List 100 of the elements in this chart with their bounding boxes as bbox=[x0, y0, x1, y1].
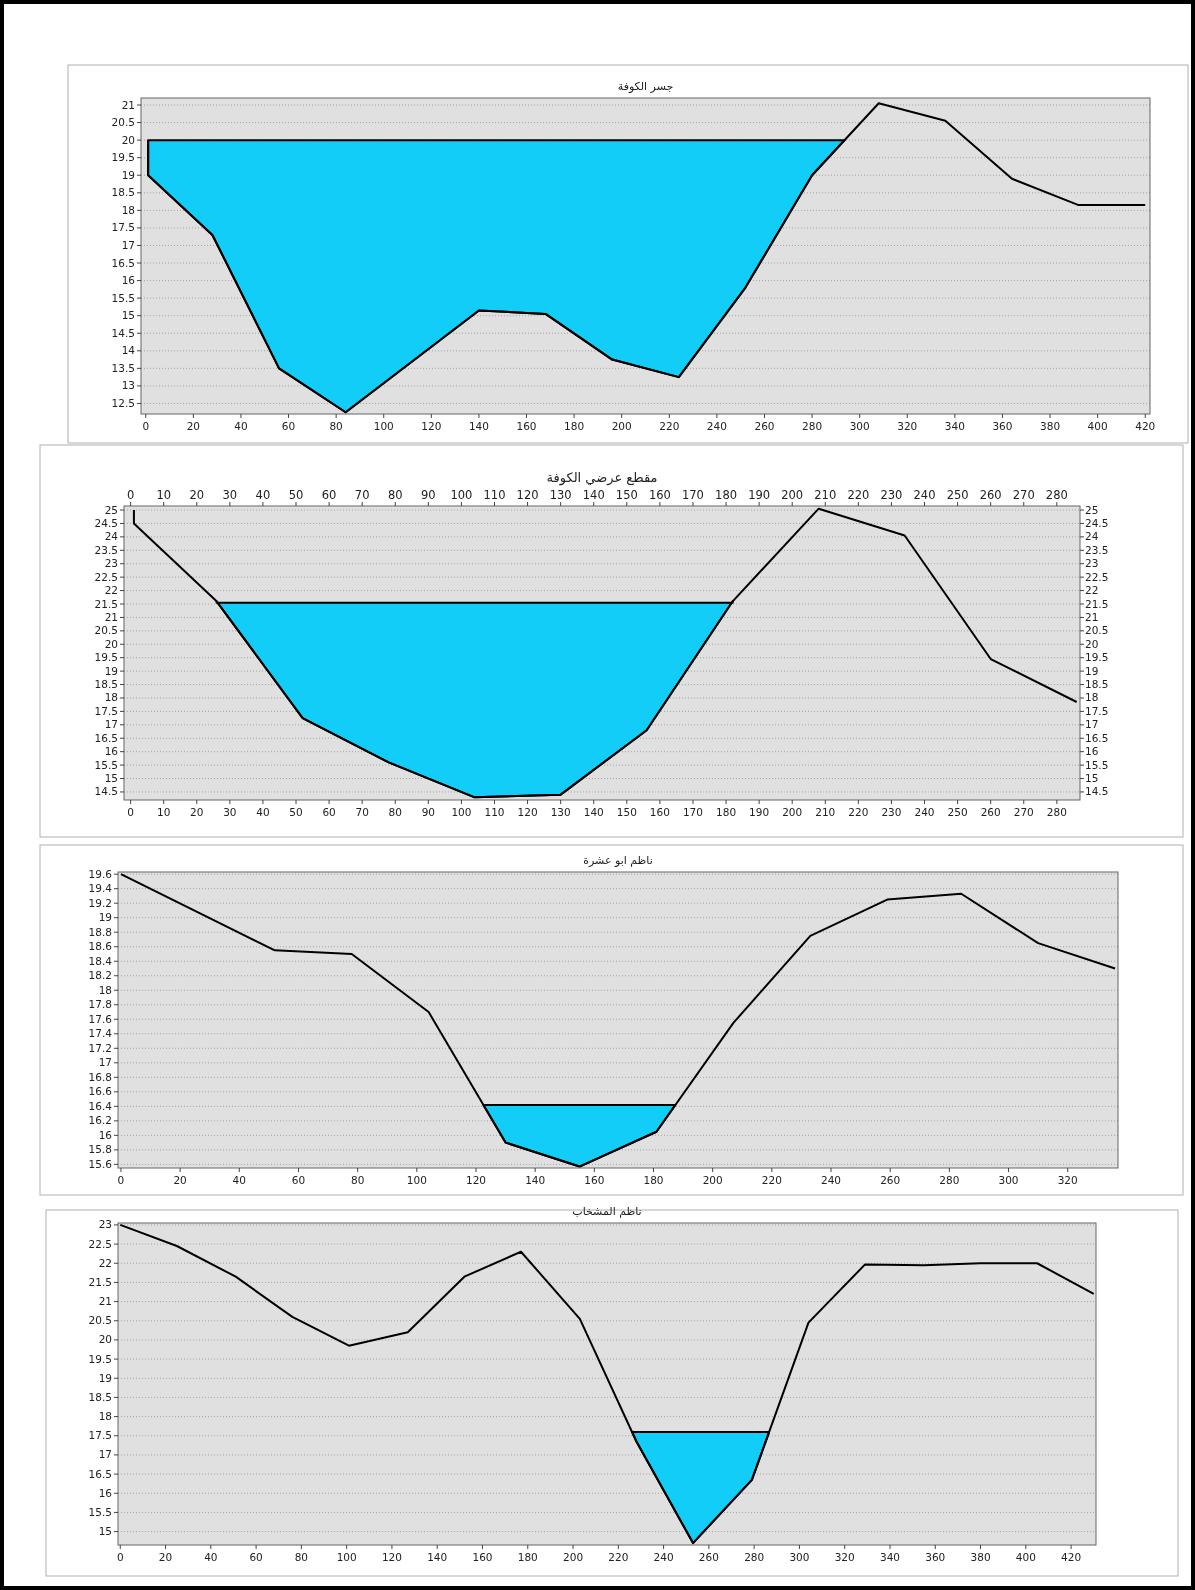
x2-tick-label: 180 bbox=[716, 806, 737, 818]
y-tick-label: 16.2 bbox=[88, 1114, 112, 1127]
y2-tick-label: 14.5 bbox=[1085, 785, 1109, 798]
y-tick-label: 15.6 bbox=[88, 1157, 113, 1170]
y2-tick-label: 18 bbox=[1085, 691, 1099, 704]
x-tick-label: 220 bbox=[761, 1174, 782, 1186]
x2-tick-label: 100 bbox=[451, 806, 472, 818]
x-tick-label: 320 bbox=[897, 420, 918, 432]
x-tick-label: 60 bbox=[321, 488, 337, 502]
y-tick-label: 22 bbox=[104, 584, 118, 597]
x2-tick-label: 50 bbox=[289, 806, 303, 818]
x-tick-label: 40 bbox=[234, 420, 248, 432]
x-tick-label: 40 bbox=[232, 1174, 246, 1186]
x-tick-label: 220 bbox=[659, 420, 680, 432]
x-tick-label: 20 bbox=[186, 420, 201, 432]
chart-title: ناظم المشخاب bbox=[572, 1205, 642, 1218]
y2-tick-label: 16 bbox=[1085, 745, 1099, 758]
y2-tick-label: 16.5 bbox=[1085, 731, 1109, 744]
y-tick-label: 18 bbox=[121, 203, 135, 216]
x-tick-label: 420 bbox=[1061, 1551, 1082, 1563]
x-tick-label: 0 bbox=[116, 1551, 124, 1563]
x2-tick-label: 30 bbox=[223, 806, 237, 818]
y-tick-label: 16.8 bbox=[88, 1070, 112, 1083]
x-tick-label: 400 bbox=[1015, 1551, 1036, 1563]
y-tick-label: 25 bbox=[104, 503, 118, 516]
x-tick-label: 110 bbox=[483, 488, 506, 502]
y-tick-label: 16 bbox=[104, 745, 119, 758]
y2-tick-label: 19.5 bbox=[1085, 651, 1109, 664]
y-tick-label: 20.5 bbox=[111, 116, 135, 129]
x2-tick-label: 260 bbox=[980, 806, 1001, 818]
y-tick-label: 16.4 bbox=[88, 1099, 113, 1112]
x-tick-label: 200 bbox=[702, 1174, 723, 1186]
y-tick-label: 15.5 bbox=[111, 291, 135, 304]
x-tick-label: 20 bbox=[158, 1551, 173, 1563]
y-tick-label: 19 bbox=[98, 911, 112, 924]
y-tick-label: 21 bbox=[98, 1295, 112, 1308]
y-tick-label: 19.5 bbox=[88, 1352, 112, 1365]
y-tick-label: 18 bbox=[98, 1410, 112, 1423]
y-tick-label: 17.8 bbox=[88, 998, 112, 1011]
y-tick-label: 22.5 bbox=[88, 1237, 112, 1250]
y-tick-label: 23.5 bbox=[94, 543, 118, 556]
x2-tick-label: 80 bbox=[388, 806, 402, 818]
y2-tick-label: 15 bbox=[1085, 772, 1099, 785]
x2-tick-label: 210 bbox=[815, 806, 836, 818]
y-tick-label: 16 bbox=[98, 1128, 113, 1141]
x-tick-label: 280 bbox=[1045, 488, 1068, 502]
x-tick-label: 420 bbox=[1135, 420, 1156, 432]
y-tick-label: 17.5 bbox=[88, 1429, 112, 1442]
y-tick-label: 18.5 bbox=[94, 678, 118, 691]
x-tick-label: 60 bbox=[249, 1551, 263, 1563]
x-tick-label: 160 bbox=[516, 420, 537, 432]
y-tick-label: 17.2 bbox=[88, 1041, 112, 1054]
y-tick-label: 18.8 bbox=[88, 925, 112, 938]
y-tick-label: 14.5 bbox=[94, 785, 118, 798]
y-tick-label: 19 bbox=[121, 168, 135, 181]
y-tick-label: 16 bbox=[98, 1486, 113, 1499]
x-tick-label: 340 bbox=[879, 1551, 901, 1563]
x-tick-label: 0 bbox=[117, 1174, 125, 1186]
y2-tick-label: 23.5 bbox=[1085, 543, 1109, 556]
y-tick-label: 13 bbox=[121, 379, 135, 392]
y-tick-label: 15 bbox=[104, 772, 118, 785]
x-tick-label: 250 bbox=[946, 488, 969, 502]
x-tick-label: 140 bbox=[525, 1174, 546, 1186]
x-tick-label: 300 bbox=[998, 1174, 1019, 1186]
x-tick-label: 380 bbox=[970, 1551, 991, 1563]
x2-tick-label: 0 bbox=[127, 806, 134, 818]
y-tick-label: 20 bbox=[104, 637, 118, 650]
chart-title: ناظم ابو عشرة bbox=[583, 854, 653, 867]
x2-tick-label: 250 bbox=[947, 806, 968, 818]
x-tick-label: 10 bbox=[156, 488, 172, 502]
y-tick-label: 20.5 bbox=[88, 1314, 112, 1327]
x2-tick-label: 130 bbox=[550, 806, 571, 818]
y-tick-label: 18.5 bbox=[111, 186, 135, 199]
x2-tick-label: 220 bbox=[848, 806, 869, 818]
y-tick-label: 17 bbox=[98, 1056, 112, 1069]
y-tick-label: 21.5 bbox=[88, 1275, 112, 1288]
y-tick-label: 17.6 bbox=[88, 1012, 113, 1025]
y-tick-label: 15.8 bbox=[88, 1143, 112, 1156]
x-tick-label: 120 bbox=[516, 488, 539, 502]
x-tick-label: 230 bbox=[880, 488, 903, 502]
x-tick-label: 20 bbox=[189, 488, 205, 502]
y-tick-label: 19.5 bbox=[94, 651, 118, 664]
y-tick-label: 17.5 bbox=[111, 221, 135, 234]
y-tick-label: 21.5 bbox=[94, 597, 118, 610]
y-tick-label: 20 bbox=[121, 133, 135, 146]
x-tick-label: 360 bbox=[925, 1551, 946, 1563]
x-tick-label: 200 bbox=[781, 488, 804, 502]
y-tick-label: 16.5 bbox=[88, 1467, 112, 1480]
x-tick-label: 60 bbox=[281, 420, 296, 432]
y-tick-label: 16.6 bbox=[88, 1085, 113, 1098]
y2-tick-label: 17 bbox=[1085, 718, 1099, 731]
y-tick-label: 23 bbox=[98, 1218, 112, 1231]
y-tick-label: 24.5 bbox=[94, 516, 118, 529]
y2-tick-label: 20.5 bbox=[1085, 624, 1109, 637]
x2-tick-label: 110 bbox=[484, 806, 505, 818]
x2-tick-label: 230 bbox=[881, 806, 902, 818]
x2-tick-label: 160 bbox=[649, 806, 670, 818]
y-tick-label: 17.5 bbox=[94, 704, 118, 717]
x-tick-label: 20 bbox=[173, 1174, 187, 1186]
x-tick-label: 200 bbox=[611, 420, 632, 432]
